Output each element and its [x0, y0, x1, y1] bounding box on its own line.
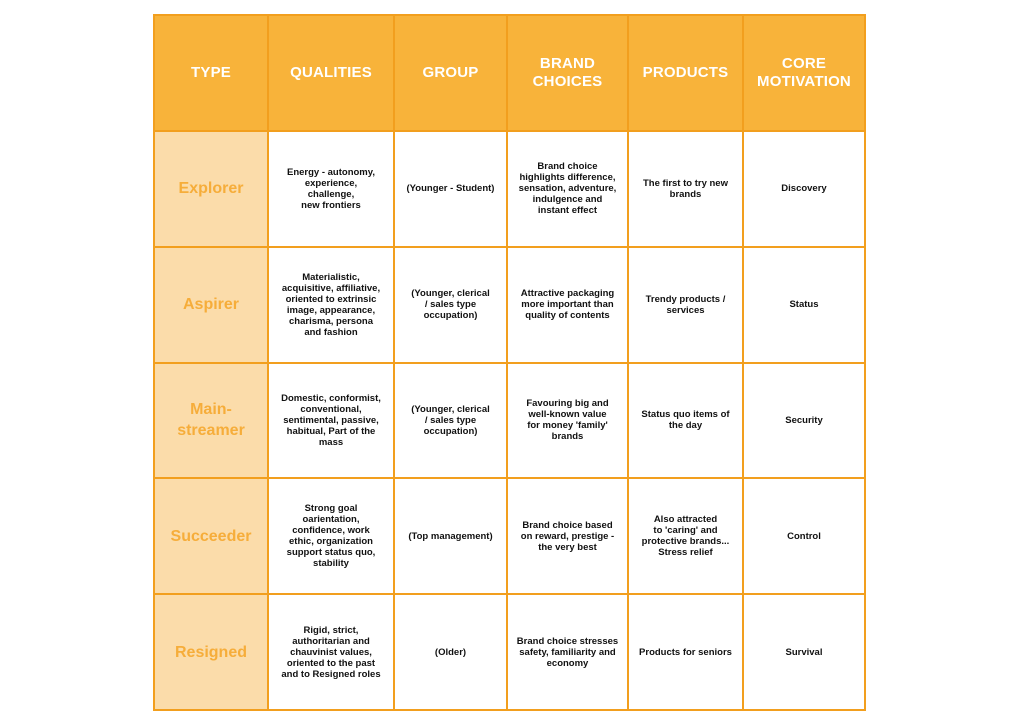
brand-choices-cell: Brand choice stresses safety, familiarit… — [506, 593, 629, 711]
group-cell: (Younger, clerical / sales type occupati… — [393, 361, 508, 480]
group-cell: (Younger, clerical / sales type occupati… — [393, 245, 508, 364]
header-group: GROUP — [393, 14, 508, 132]
products-cell: Status quo items of the day — [627, 361, 744, 480]
table-row: Resigned Rigid, strict, authoritarian an… — [153, 593, 866, 711]
qualities-cell: Rigid, strict, authoritarian and chauvin… — [267, 593, 395, 711]
type-cell: Main- streamer — [153, 361, 269, 480]
qualities-cell: Materialistic, acquisitive, affiliative,… — [267, 245, 395, 364]
core-motivation-cell: Status — [742, 245, 866, 364]
core-motivation-cell: Control — [742, 477, 866, 596]
group-cell: (Top management) — [393, 477, 508, 596]
group-cell: (Younger - Student) — [393, 130, 508, 248]
type-cell: Resigned — [153, 593, 269, 711]
type-cell: Explorer — [153, 130, 269, 248]
type-cell: Aspirer — [153, 245, 269, 364]
header-core-motivation: CORE MOTIVATION — [742, 14, 866, 132]
table-row: Explorer Energy - autonomy, experience, … — [153, 130, 866, 248]
table-row: Main- streamer Domestic, conformist, con… — [153, 361, 866, 480]
header-brand-choices: BRAND CHOICES — [506, 14, 629, 132]
products-cell: Also attracted to 'caring' and protectiv… — [627, 477, 744, 596]
header-row: TYPE QUALITIES GROUP BRAND CHOICES PRODU… — [153, 14, 866, 132]
brand-choices-cell: Favouring big and well-known value for m… — [506, 361, 629, 480]
core-motivation-cell: Discovery — [742, 130, 866, 248]
core-motivation-cell: Security — [742, 361, 866, 480]
group-cell: (Older) — [393, 593, 508, 711]
qualities-cell: Energy - autonomy, experience, challenge… — [267, 130, 395, 248]
core-motivation-cell: Survival — [742, 593, 866, 711]
brand-choices-cell: Brand choice highlights difference, sens… — [506, 130, 629, 248]
type-cell: Succeeder — [153, 477, 269, 596]
products-cell: Trendy products / services — [627, 245, 744, 364]
header-type: TYPE — [153, 14, 269, 132]
consumer-types-table: TYPE QUALITIES GROUP BRAND CHOICES PRODU… — [153, 14, 866, 711]
qualities-cell: Strong goal oarientation, confidence, wo… — [267, 477, 395, 596]
brand-choices-cell: Attractive packaging more important than… — [506, 245, 629, 364]
table-row: Aspirer Materialistic, acquisitive, affi… — [153, 245, 866, 364]
header-products: PRODUCTS — [627, 14, 744, 132]
products-cell: Products for seniors — [627, 593, 744, 711]
table-row: Succeeder Strong goal oarientation, conf… — [153, 477, 866, 596]
brand-choices-cell: Brand choice based on reward, prestige -… — [506, 477, 629, 596]
header-qualities: QUALITIES — [267, 14, 395, 132]
qualities-cell: Domestic, conformist, conventional, sent… — [267, 361, 395, 480]
products-cell: The first to try new brands — [627, 130, 744, 248]
